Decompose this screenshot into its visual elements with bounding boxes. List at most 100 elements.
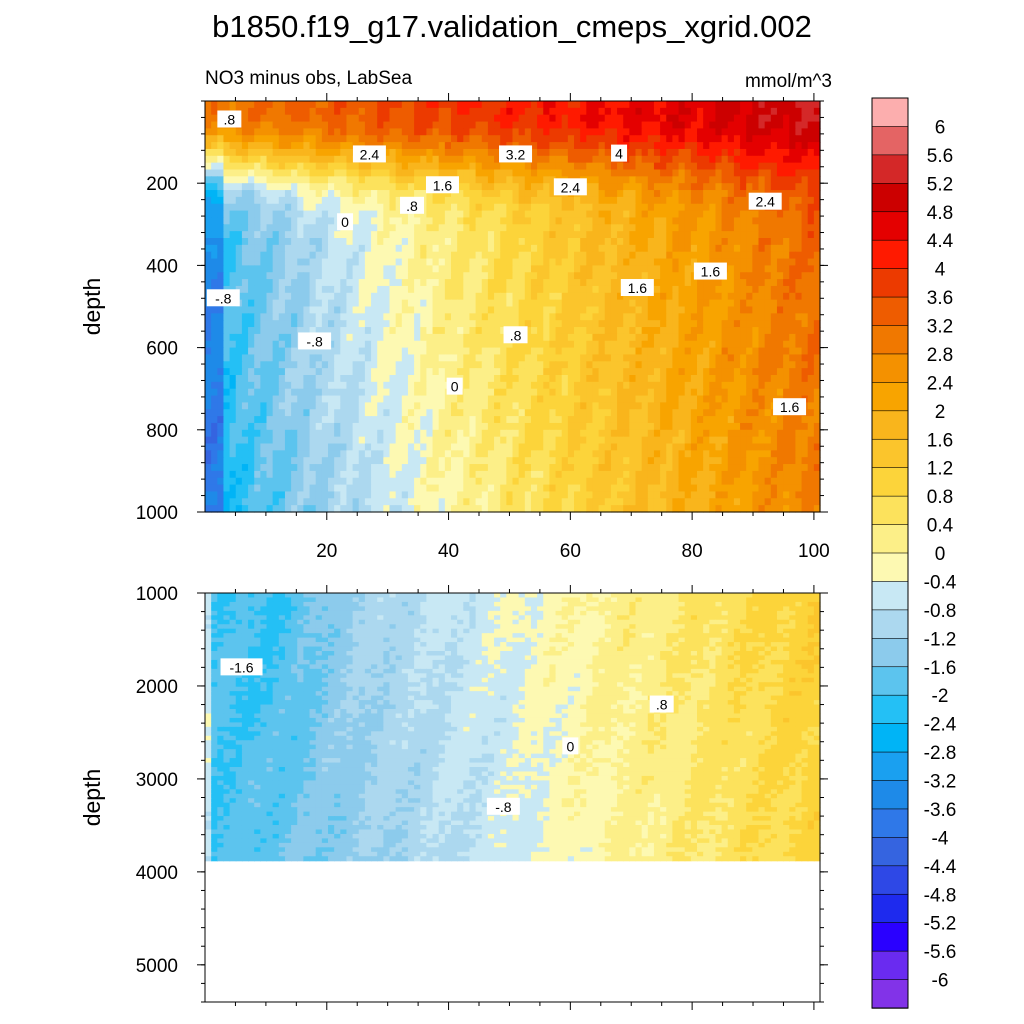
contour-cell — [266, 375, 274, 383]
contour-cell — [610, 395, 618, 403]
contour-cell — [592, 402, 600, 410]
contour-cell — [315, 258, 323, 266]
contour-cell — [801, 429, 809, 438]
contour-cell — [401, 251, 409, 260]
contour-cell — [241, 409, 249, 417]
contour-cell — [457, 176, 464, 184]
contour-cell — [389, 375, 397, 383]
contour-cell — [395, 210, 403, 219]
contour-cell — [764, 395, 772, 403]
contour-cell — [512, 347, 520, 356]
contour-cell — [678, 347, 686, 356]
contour-cell — [807, 347, 815, 356]
contour-cell — [635, 114, 643, 123]
contour-cell — [260, 306, 268, 314]
contour-cell — [697, 224, 704, 232]
contour-cell — [623, 203, 630, 212]
contour-cell — [272, 299, 280, 308]
contour-cell — [469, 361, 477, 369]
contour-cell — [278, 368, 286, 376]
contour-cell — [358, 429, 366, 438]
contour-cell — [432, 121, 440, 129]
contour-cell — [561, 101, 569, 109]
contour-cell — [647, 292, 655, 301]
contour-cell — [715, 114, 723, 123]
contour-cell — [223, 196, 231, 205]
contour-cell — [783, 183, 790, 191]
contour-cell — [629, 299, 637, 308]
contour-cell — [623, 429, 630, 438]
contour-cell — [469, 224, 477, 232]
contour-cell — [635, 244, 643, 253]
contour-cell — [205, 354, 212, 362]
contour-cell — [223, 142, 231, 150]
contour-cell — [715, 368, 723, 376]
contour-cell — [653, 327, 661, 335]
contour-cell — [672, 224, 680, 232]
contour-cell — [567, 333, 575, 342]
contour-cell — [260, 190, 268, 198]
contour-cell — [758, 121, 766, 129]
contour-cell — [414, 279, 421, 287]
contour-cell — [235, 183, 243, 191]
contour-cell — [604, 121, 612, 129]
contour-cell — [715, 340, 723, 349]
contour-cell — [487, 299, 495, 308]
contour-cell — [697, 285, 704, 294]
contour-cell — [377, 292, 384, 301]
contour-cell — [574, 375, 581, 383]
contour-cell — [321, 327, 329, 335]
contour-cell — [629, 162, 637, 171]
contour-cell — [776, 148, 784, 157]
contour-cell — [801, 272, 809, 280]
contour-cell — [697, 251, 704, 260]
contour-cell — [721, 224, 729, 232]
contour-cell — [266, 107, 274, 116]
contour-cell — [604, 114, 612, 123]
contour-cell — [623, 162, 630, 171]
contour-cell — [574, 142, 581, 150]
contour-cell — [543, 354, 550, 362]
contour-cell — [260, 231, 268, 239]
contour-cell — [420, 402, 427, 410]
contour-cell — [284, 162, 292, 171]
contour-cell — [211, 169, 218, 177]
contour-cell — [340, 402, 348, 410]
contour-cell — [457, 265, 464, 273]
contour-cell — [678, 381, 686, 390]
contour-cell — [346, 107, 354, 116]
contour-cell — [666, 340, 673, 349]
contour-cell — [518, 190, 526, 198]
contour-cell — [278, 135, 286, 143]
contour-cell — [266, 203, 274, 212]
contour-cell — [297, 169, 304, 177]
contour-cell — [315, 388, 323, 397]
contour-cell — [807, 327, 815, 335]
contour-cell — [610, 121, 618, 129]
contour-cell — [389, 121, 397, 129]
contour-cell — [635, 422, 643, 431]
contour-cell — [352, 285, 360, 294]
contour-cell — [248, 183, 255, 191]
contour-cell — [549, 381, 557, 390]
contour-cell — [610, 128, 618, 136]
contour-cell — [789, 422, 796, 431]
contour-cell — [469, 231, 477, 239]
contour-cell — [389, 238, 397, 246]
contour-cell — [260, 320, 268, 328]
contour-cell — [530, 416, 538, 424]
contour-cell — [254, 265, 261, 273]
contour-cell — [660, 347, 667, 356]
contour-cell — [543, 340, 550, 349]
contour-cell — [254, 258, 261, 266]
contour-cell — [346, 381, 354, 390]
contour-cell — [758, 272, 766, 280]
contour-cell — [580, 306, 587, 314]
contour-cell — [524, 409, 532, 417]
contour-cell — [272, 272, 280, 280]
contour-cell — [475, 327, 483, 335]
contour-cell — [266, 196, 274, 205]
contour-cell — [697, 375, 704, 383]
contour-cell — [635, 190, 643, 198]
contour-cell — [530, 306, 538, 314]
